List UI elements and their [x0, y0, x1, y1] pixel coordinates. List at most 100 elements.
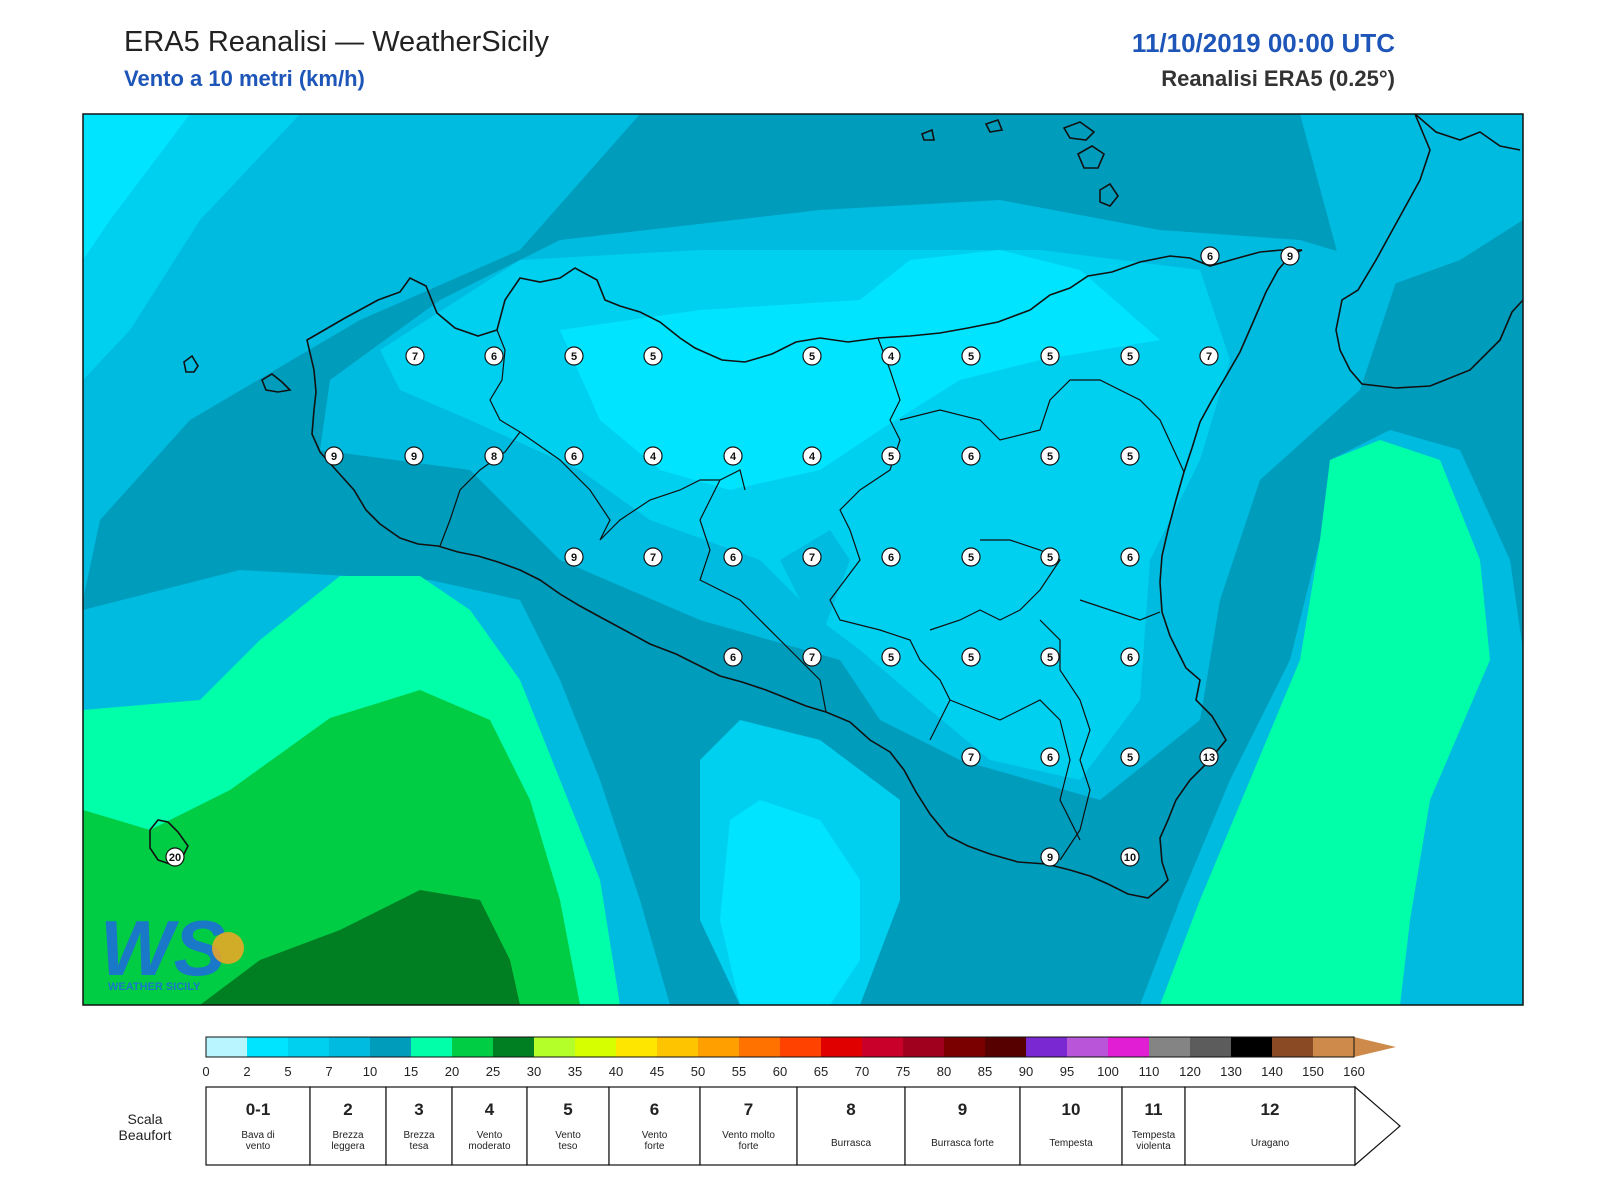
- station-value: 13: [1203, 752, 1215, 764]
- beaufort-cell: [904, 1086, 1021, 1166]
- band-2-5-south: [720, 800, 860, 1005]
- colorbar-tick: 150: [1302, 1064, 1324, 1079]
- colorbar-tick: 40: [609, 1064, 623, 1079]
- beaufort-box: 3 Brezza tesa: [385, 1086, 453, 1166]
- station-circle: [881, 346, 901, 366]
- station-circle: [324, 446, 344, 466]
- station-marker: 20: [165, 847, 185, 867]
- beaufort-box: 2 Brezza leggera: [309, 1086, 387, 1166]
- aeolian-filicudi: [921, 128, 935, 141]
- beaufort-box: 6 Vento forte: [608, 1086, 701, 1166]
- colorbar-tick: 130: [1220, 1064, 1242, 1079]
- beaufort-number: 7: [744, 1100, 753, 1119]
- beaufort-box: 10 Tempesta: [1019, 1086, 1123, 1166]
- station-marker: 5: [1120, 747, 1140, 767]
- border-agrigento-caltanissetta: [699, 479, 827, 713]
- colorbar-segment: [862, 1037, 903, 1057]
- station-value: 5: [1047, 351, 1053, 363]
- station-value: 5: [1127, 752, 1133, 764]
- station-value: 20: [169, 852, 181, 864]
- colorbar-tick: 25: [486, 1064, 500, 1079]
- colorbar-segment: [411, 1037, 452, 1057]
- station-value: 5: [1047, 652, 1053, 664]
- colorbar-tick: 55: [732, 1064, 746, 1079]
- beaufort-description: Uragano: [1251, 1138, 1290, 1149]
- colorbar-segment: [247, 1037, 288, 1057]
- colorbar-segment: [452, 1037, 493, 1057]
- colorbar-segment: [1149, 1037, 1190, 1057]
- station-circle: [564, 446, 584, 466]
- beaufort-arrow: [1354, 1085, 1401, 1167]
- wind-speed-colorbar: 0 2 5 7 10 15 20 25 30 35 40 45 50 55 60 65 70 75 80 85 90 95…: [202, 1036, 1396, 1079]
- station-circle: [1200, 246, 1220, 266]
- beaufort-box: 4 Vento moderato: [451, 1086, 528, 1166]
- station-marker: 6: [1040, 747, 1060, 767]
- station-circle: [723, 647, 743, 667]
- dataset-label: Reanalisi ERA5 (0.25°): [1161, 66, 1395, 91]
- beaufort-description: Vento forte: [642, 1130, 668, 1152]
- weathersicily-logo: WS WEATHER SICILY: [100, 904, 244, 993]
- station-circle: [723, 547, 743, 567]
- colorbar-segment: [1272, 1037, 1313, 1057]
- station-circle: [643, 346, 663, 366]
- colorbar-tick: 75: [896, 1064, 910, 1079]
- beaufort-number: 2: [343, 1100, 352, 1119]
- beaufort-scale: Scala Beaufort 0-1 Bava di vento 2 Brezza legge…: [119, 1085, 1401, 1167]
- station-circle: [564, 547, 584, 567]
- map-title: ERA5 Reanalisi — WeatherSicily: [124, 26, 549, 58]
- station-marker: 9: [404, 446, 424, 466]
- station-value: 6: [1127, 652, 1133, 664]
- beaufort-description: Brezza tesa: [403, 1130, 435, 1152]
- station-value: 5: [888, 652, 894, 664]
- station-marker: 6: [484, 346, 504, 366]
- station-value: 8: [491, 451, 497, 463]
- station-marker: 6: [881, 547, 901, 567]
- station-value: 6: [888, 552, 894, 564]
- colorbar-segment: [657, 1037, 698, 1057]
- station-value: 6: [491, 351, 497, 363]
- calabria-coast-north: [1414, 113, 1521, 151]
- colorbar-segment: [739, 1037, 780, 1057]
- colorbar-tick: 2: [243, 1064, 250, 1079]
- station-circle: [1120, 346, 1140, 366]
- band-2-5-north-sicily: [560, 250, 1160, 490]
- station-value: 4: [888, 351, 895, 363]
- station-circle: [802, 346, 822, 366]
- station-value: 9: [331, 451, 337, 463]
- station-circle: [1040, 446, 1060, 466]
- station-value: 7: [809, 552, 815, 564]
- beaufort-description: Vento teso: [555, 1130, 581, 1152]
- station-value: 7: [412, 351, 418, 363]
- beaufort-number: 10: [1062, 1100, 1081, 1119]
- station-circle: [1040, 747, 1060, 767]
- station-value: 6: [1047, 752, 1053, 764]
- station-marker: 5: [802, 346, 822, 366]
- station-value: 5: [571, 351, 577, 363]
- station-circle: [564, 346, 584, 366]
- colorbar-tick: 20: [445, 1064, 459, 1079]
- station-circle: [802, 547, 822, 567]
- border-enna-catania: [899, 379, 1185, 473]
- colorbar-tick: 5: [284, 1064, 291, 1079]
- station-value: 6: [730, 652, 736, 664]
- colorbar-segment: [329, 1037, 370, 1057]
- station-circle: [881, 446, 901, 466]
- station-circle: [1280, 246, 1300, 266]
- station-marker: 5: [961, 346, 981, 366]
- colorbar-segment: [944, 1037, 985, 1057]
- border-siracusa-ragusa: [1039, 599, 1161, 861]
- aeolian-salina: [1076, 145, 1105, 169]
- colorbar-tick: 65: [814, 1064, 828, 1079]
- station-value: 5: [650, 351, 656, 363]
- colorbar-segment: [985, 1037, 1026, 1057]
- logo-text: WEATHER SICILY: [108, 981, 201, 993]
- station-marker: 7: [961, 747, 981, 767]
- station-circle: [1120, 647, 1140, 667]
- station-marker: 9: [564, 547, 584, 567]
- station-marker: 6: [961, 446, 981, 466]
- beaufort-number: 3: [414, 1100, 423, 1119]
- station-circle: [961, 747, 981, 767]
- colorbar-tick: 90: [1019, 1064, 1033, 1079]
- station-value: 7: [968, 752, 974, 764]
- colorbar-segment: [780, 1037, 821, 1057]
